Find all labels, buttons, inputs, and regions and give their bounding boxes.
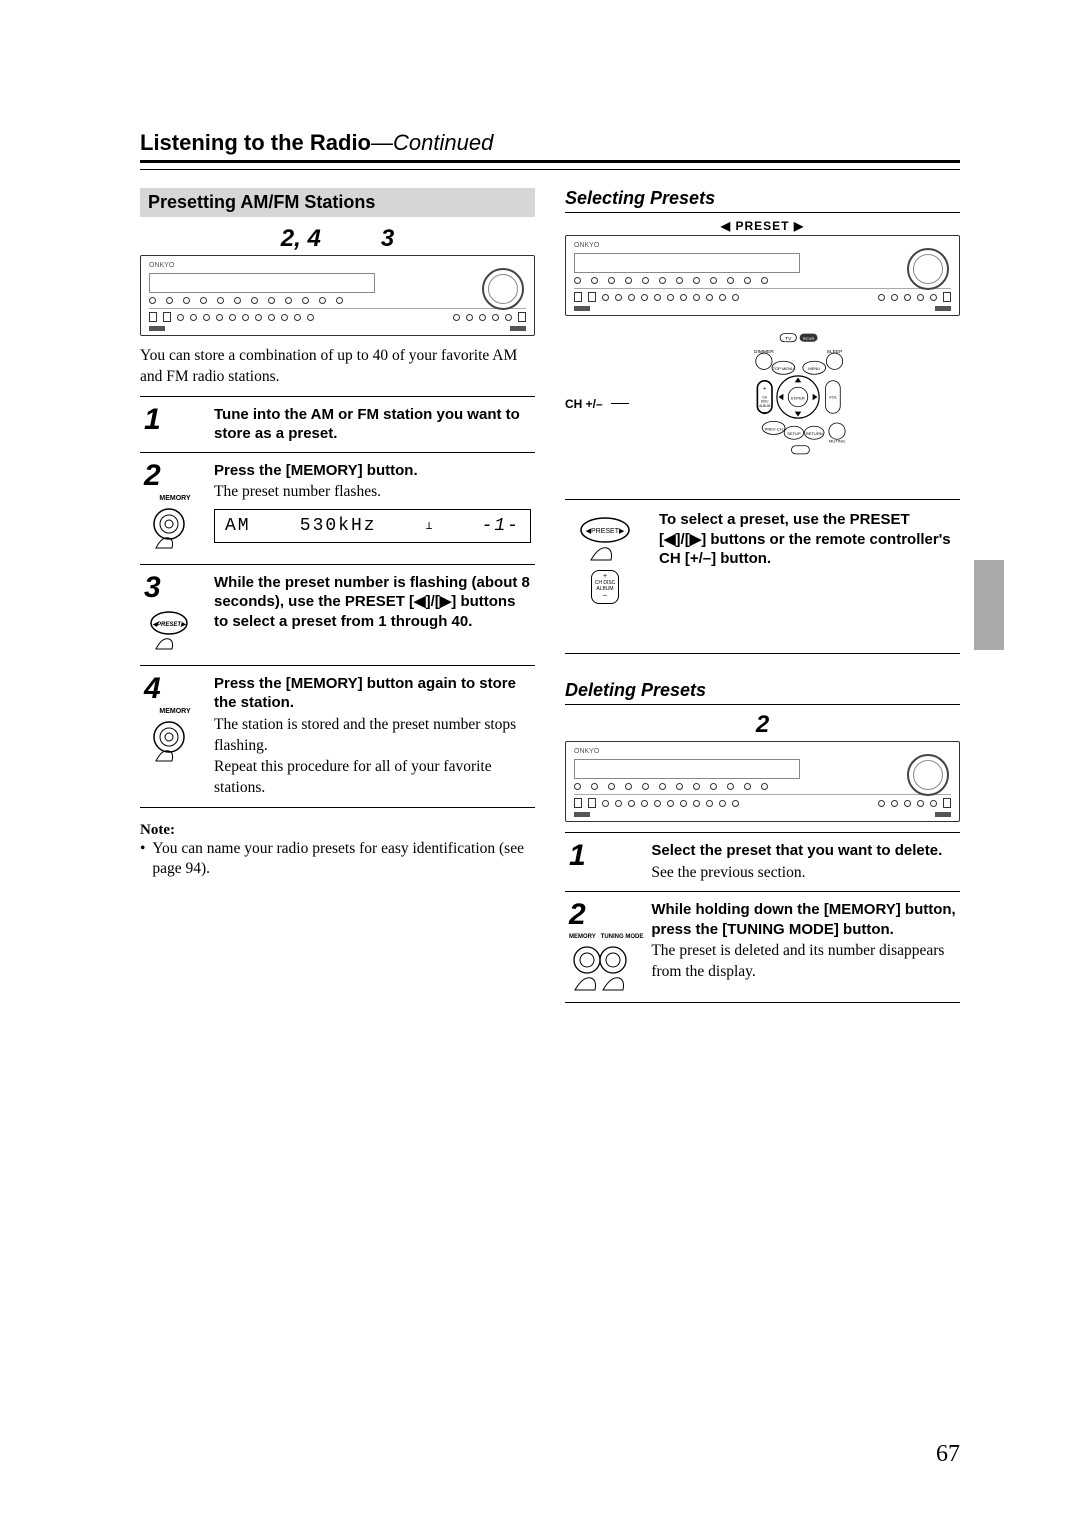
presetting-steps-table: 1 Tune into the AM or FM station you wan… <box>140 396 535 808</box>
step-bold: Press the [MEMORY] button. <box>214 461 531 481</box>
receiver-brand: ONKYO <box>149 262 526 269</box>
title-rule-thin <box>140 169 960 170</box>
step-bold: Select the preset that you want to delet… <box>651 841 956 861</box>
left-column: Presetting AM/FM Stations 2, 4 3 ONKYO <box>140 188 535 1003</box>
selecting-presets-header: Selecting Presets <box>565 188 960 213</box>
lcd-display: AM 530kHz ⟂ -1- <box>214 509 531 543</box>
step-icon-label: MEMORY <box>144 495 206 502</box>
note-heading: Note: <box>140 822 535 839</box>
preset-button-icon: ◀PRESET▶ <box>144 607 194 657</box>
svg-text:MUTING: MUTING <box>829 439 845 444</box>
receiver-diagram: ONKYO <box>565 235 960 316</box>
svg-text:PREV CH: PREV CH <box>765 426 783 431</box>
title-rule-thick <box>140 160 960 163</box>
step-number: 2 <box>569 898 586 931</box>
callout-numbers: 2, 4 3 <box>140 225 535 253</box>
memory-button-icon <box>144 506 194 556</box>
step-bold: While the preset number is flashing (abo… <box>214 573 531 632</box>
preset-button-icon: ◀PRESET▶ <box>573 514 637 564</box>
ch-label: CH +/– <box>565 397 603 411</box>
memory-tuning-buttons-icon <box>569 944 631 994</box>
svg-text:ENTER: ENTER <box>791 395 805 400</box>
step-bold: Tune into the AM or FM station you want … <box>214 405 531 444</box>
volume-knob-icon <box>907 754 949 796</box>
deleting-steps-table: 1 Select the preset that you want to del… <box>565 832 960 1003</box>
del-callout: 2 <box>565 711 960 739</box>
lcd-freq: 530kHz <box>300 516 377 536</box>
memory-button-icon <box>144 719 194 769</box>
svg-text:RETURN: RETURN <box>806 431 823 436</box>
svg-text:+: + <box>763 387 767 393</box>
del-callout-num: 2 <box>756 711 769 739</box>
svg-text:SETUP: SETUP <box>788 431 802 436</box>
step-icon-label: MEMORY <box>144 708 206 715</box>
callout-2: 3 <box>381 225 394 253</box>
volume-knob-icon <box>482 268 524 310</box>
presetting-header: Presetting AM/FM Stations <box>140 188 535 217</box>
svg-text:DIMMER: DIMMER <box>754 349 774 355</box>
step-number: 1 <box>144 403 161 436</box>
note-text: You can name your radio presets for easy… <box>152 839 535 881</box>
receiver-display-icon <box>574 253 800 273</box>
svg-text:◀PRESET▶: ◀PRESET▶ <box>586 528 625 535</box>
svg-text:RCVR: RCVR <box>803 336 815 341</box>
callout-1: 2, 4 <box>281 225 321 253</box>
step-number: 4 <box>144 672 161 705</box>
deleting-presets-header: Deleting Presets <box>565 680 960 705</box>
preset-arrows-label: ◀ PRESET ▶ <box>565 219 960 233</box>
svg-text:MENU: MENU <box>809 366 821 371</box>
right-column: Selecting Presets ◀ PRESET ▶ ONKYO <box>565 188 960 1003</box>
ch-minus: – <box>592 592 618 600</box>
svg-text:◀PRESET▶: ◀PRESET▶ <box>152 621 187 628</box>
svg-text:TV: TV <box>785 336 792 342</box>
select-preset-instruction: To select a preset, use the PRESET [◀]/[… <box>659 510 960 569</box>
lcd-preset: -1- <box>482 516 520 536</box>
receiver-display-icon <box>149 273 375 293</box>
step-body: The preset number flashes. <box>214 482 531 503</box>
ch-labels: CH DISC ALBUM <box>592 581 618 592</box>
svg-text:SLEEP: SLEEP <box>827 349 843 355</box>
table-row: 2 MEMORY TUNING MODE <box>565 892 960 1003</box>
title-continued: —Continued <box>371 130 493 155</box>
table-row: 1 Tune into the AM or FM station you wan… <box>140 396 535 452</box>
step-body: The preset is deleted and its number dis… <box>651 941 956 983</box>
step-body: The station is stored and the preset num… <box>214 715 531 799</box>
side-tab <box>974 560 1004 650</box>
step-number: 2 <box>144 459 161 492</box>
page-title: Listening to the Radio—Continued <box>140 130 960 156</box>
title-main: Listening to the Radio <box>140 130 371 155</box>
receiver-diagram: ONKYO <box>565 741 960 822</box>
step-bold: While holding down the [MEMORY] button, … <box>651 900 956 939</box>
intro-text: You can store a combination of up to 40 … <box>140 346 535 388</box>
svg-text:TOP MENU: TOP MENU <box>773 366 794 371</box>
remote-diagram: TV RCVR DIMMER SLEEP TOP MENU MENU <box>698 332 898 467</box>
table-row: 4 MEMORY Press the [MEMORY] bu <box>140 665 535 807</box>
step-icon-label: MEMORY TUNING MODE <box>569 934 643 940</box>
svg-text:ALBUM: ALBUM <box>759 404 770 408</box>
step-number: 1 <box>569 839 586 872</box>
step-bold: Press the [MEMORY] button again to store… <box>214 674 531 713</box>
table-row: 1 Select the preset that you want to del… <box>565 833 960 892</box>
receiver-brand: ONKYO <box>574 242 951 249</box>
note-body: • You can name your radio presets for ea… <box>140 839 535 881</box>
table-row: 3 ◀PRESET▶ While the preset number is fl… <box>140 564 535 665</box>
volume-knob-icon <box>907 248 949 290</box>
page-number: 67 <box>936 1441 960 1468</box>
antenna-icon: ⟂ <box>426 519 433 533</box>
table-row: 2 MEMORY Press the [MEMORY] bu <box>140 452 535 564</box>
lcd-band: AM <box>225 516 251 536</box>
step-body: See the previous section. <box>651 863 956 884</box>
svg-text:VOL: VOL <box>829 395 838 400</box>
receiver-display-icon <box>574 759 800 779</box>
ch-rocker-icon: + CH DISC ALBUM – <box>591 570 619 604</box>
step-number: 3 <box>144 571 161 604</box>
receiver-diagram: ONKYO <box>140 255 535 336</box>
receiver-brand: ONKYO <box>574 748 951 755</box>
